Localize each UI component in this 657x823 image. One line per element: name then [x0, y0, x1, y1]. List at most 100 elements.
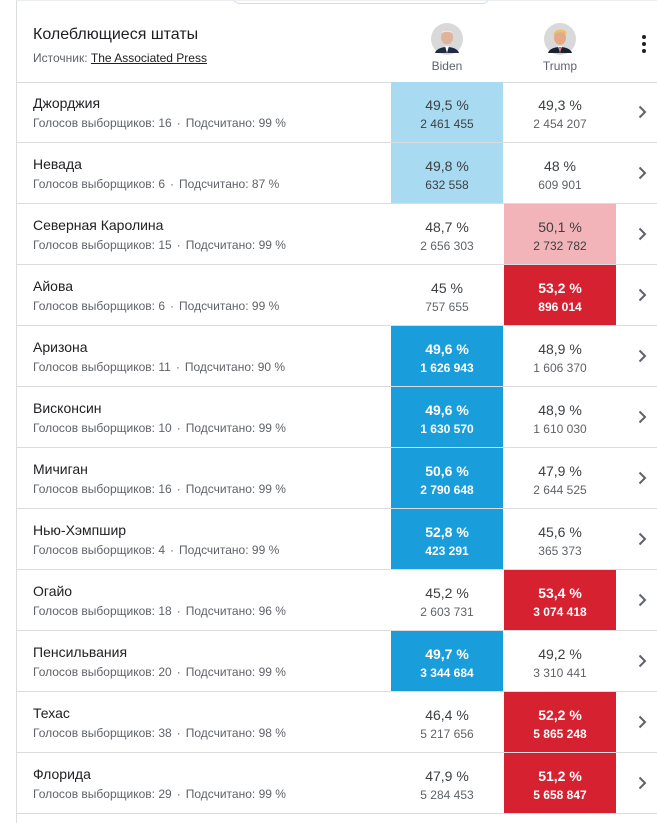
more-options-icon[interactable] [637, 35, 651, 53]
counted-percent: 98 % [258, 726, 286, 740]
electors-count: 18 [158, 604, 172, 618]
candidate-biden: Biden [391, 23, 503, 73]
state-row[interactable]: Айова Голосов выборщиков: 6 · Подсчитано: … [17, 265, 657, 326]
biden-result-cell: 49,7 % 3 344 684 [391, 631, 503, 691]
state-name: Айова [33, 278, 74, 294]
biden-votes: 5 217 656 [420, 727, 474, 741]
biden-result-cell: 45 % 757 655 [391, 265, 503, 325]
state-name: Техас [33, 705, 70, 721]
biden-result-cell: 49,6 % 1 630 570 [391, 387, 503, 447]
counted-percent: 99 % [258, 787, 286, 801]
counted-percent: 99 % [258, 665, 286, 679]
biden-result-cell: 45,2 % 2 603 731 [391, 570, 503, 630]
separator-dot: · [176, 787, 181, 801]
chevron-right-icon[interactable] [633, 774, 651, 792]
chevron-right-icon[interactable] [633, 591, 651, 609]
electors-label: Голосов выборщиков: [33, 360, 155, 374]
state-row[interactable]: Висконсин Голосов выборщиков: 10 · Подсчит… [17, 387, 657, 448]
counted-label: Подсчитано: [185, 787, 256, 801]
trump-votes: 896 014 [538, 300, 582, 314]
counted-percent: 99 % [258, 482, 286, 496]
counted-percent: 99 % [258, 116, 286, 130]
trump-result-cell: 45,6 % 365 373 [504, 509, 616, 569]
candidate-trump: Trump [504, 23, 616, 73]
trump-percent: 48,9 % [538, 402, 582, 418]
biden-votes: 2 603 731 [420, 605, 474, 619]
chevron-right-icon[interactable] [633, 530, 651, 548]
state-row[interactable]: Северная Каролина Голосов выборщиков: 15… [17, 204, 657, 265]
state-meta: Голосов выборщиков: 15 · Подсчитано: 99 % [33, 238, 286, 252]
counted-percent: 99 % [258, 238, 286, 252]
electors-count: 6 [158, 299, 166, 313]
trump-result-cell: 50,1 % 2 732 782 [504, 204, 616, 264]
counted-label: Подсчитано: [185, 238, 256, 252]
state-meta: Голосов выборщиков: 38 · Подсчитано: 98 % [33, 726, 286, 740]
electors-count: 15 [158, 238, 172, 252]
state-meta: Голосов выборщиков: 29 · Подсчитано: 99 % [33, 787, 286, 801]
state-row[interactable]: Аризона Голосов выборщиков: 11 · Подсчитан… [17, 326, 657, 387]
state-row[interactable]: Невада Голосов выборщиков: 6 · Подсчитано:… [17, 143, 657, 204]
chevron-right-icon[interactable] [633, 652, 651, 670]
state-row[interactable]: Техас Голосов выборщиков: 38 · Подсчитано:… [17, 692, 657, 753]
counted-label: Подсчитано: [185, 665, 256, 679]
counted-label: Подсчитано: [184, 360, 255, 374]
biden-votes: 423 291 [425, 544, 469, 558]
biden-percent: 45 % [431, 280, 463, 296]
biden-result-cell: 49,6 % 1 626 943 [391, 326, 503, 386]
source-line: Источник: The Associated Press [33, 51, 207, 65]
chevron-right-icon[interactable] [633, 408, 651, 426]
state-meta: Голосов выборщиков: 18 · Подсчитано: 96 % [33, 604, 286, 618]
trump-votes: 2 644 525 [533, 483, 587, 497]
state-row[interactable]: Мичиган Голосов выборщиков: 16 · Подсчитан… [17, 448, 657, 509]
biden-percent: 49,6 % [425, 402, 469, 418]
trump-result-cell: 48,9 % 1 606 370 [504, 326, 616, 386]
separator-dot: · [176, 604, 181, 618]
state-meta: Голосов выборщиков: 11 · Подсчитано: 90 % [33, 360, 285, 374]
state-name: Огайо [33, 583, 73, 599]
states-list: Джорджия Голосов выборщиков: 16 · Подсчита… [17, 82, 657, 814]
trump-result-cell: 51,2 % 5 658 847 [504, 753, 616, 813]
biden-percent: 49,5 % [425, 97, 469, 113]
electors-count: 4 [158, 543, 166, 557]
state-name: Нью-Хэмпшир [33, 522, 127, 538]
chevron-right-icon[interactable] [633, 286, 651, 304]
counted-label: Подсчитано: [179, 299, 249, 313]
chevron-right-icon[interactable] [633, 469, 651, 487]
trump-percent: 49,3 % [538, 97, 582, 113]
trump-percent: 50,1 % [538, 219, 582, 235]
state-meta: Голосов выборщиков: 10 · Подсчитано: 99 % [33, 421, 286, 435]
state-row[interactable]: Огайо Голосов выборщиков: 18 · Подсчитано:… [17, 570, 657, 631]
chevron-right-icon[interactable] [633, 347, 651, 365]
trump-percent: 47,9 % [538, 463, 582, 479]
chevron-right-icon[interactable] [633, 164, 651, 182]
trump-result-cell: 48 % 609 901 [504, 143, 616, 203]
electors-label: Голосов выборщиков: [33, 421, 155, 435]
separator-dot: · [176, 238, 181, 252]
state-name: Аризона [33, 339, 88, 355]
counted-percent: 87 % [251, 177, 280, 191]
counted-percent: 99 % [251, 299, 280, 313]
trump-percent: 48 % [544, 158, 576, 174]
chevron-right-icon[interactable] [633, 103, 651, 121]
counted-label: Подсчитано: [185, 116, 256, 130]
electors-label: Голосов выборщиков: [33, 177, 155, 191]
state-name: Джорджия [33, 95, 101, 111]
state-meta: Голосов выборщиков: 6 · Подсчитано: 87 % [33, 177, 279, 191]
chevron-right-icon[interactable] [633, 713, 651, 731]
state-row[interactable]: Пенсильвания Голосов выборщиков: 20 · Подс… [17, 631, 657, 692]
state-row[interactable]: Нью-Хэмпшир Голосов выборщиков: 4 · Подсчи… [17, 509, 657, 570]
electors-count: 6 [158, 177, 166, 191]
source-link[interactable]: The Associated Press [90, 51, 207, 65]
state-row[interactable]: Флорида Голосов выборщиков: 29 · Подсчитан… [17, 753, 657, 814]
chevron-right-icon[interactable] [633, 225, 651, 243]
trump-result-cell: 49,3 % 2 454 207 [504, 82, 616, 142]
state-name: Северная Каролина [33, 217, 164, 233]
trump-votes: 609 901 [538, 178, 582, 192]
electors-label: Голосов выборщиков: [33, 787, 155, 801]
biden-percent: 47,9 % [425, 768, 469, 784]
trump-votes: 2 454 207 [533, 117, 587, 131]
card-header: Колеблющиеся штаты Источник: The Associa… [17, 1, 657, 83]
state-meta: Голосов выборщиков: 16 · Подсчитано: 99 % [33, 482, 286, 496]
state-row[interactable]: Джорджия Голосов выборщиков: 16 · Подсчита… [17, 82, 657, 143]
counted-label: Подсчитано: [185, 604, 256, 618]
